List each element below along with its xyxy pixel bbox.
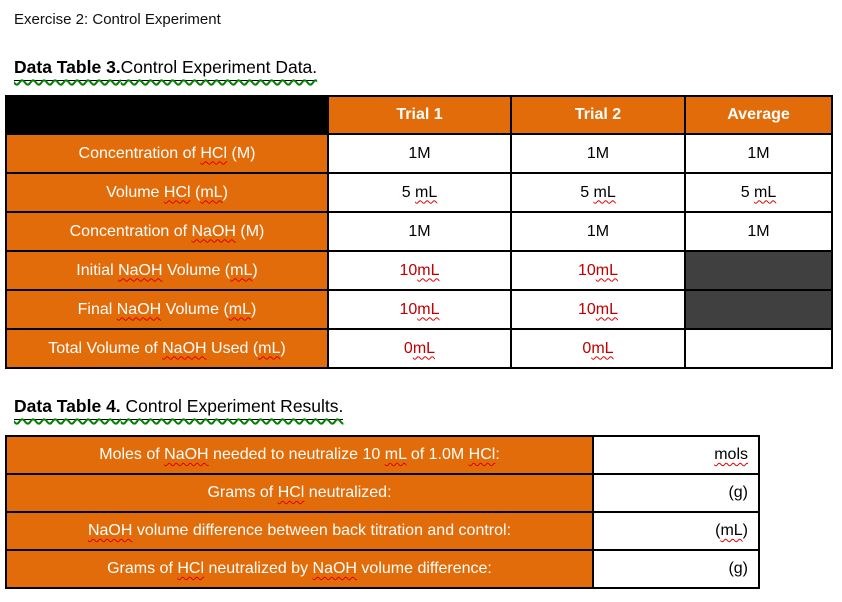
misspelled-word: HCl — [200, 144, 228, 162]
corner-header-cell — [5, 95, 329, 135]
exercise-title: Exercise 2: Control Experiment — [14, 11, 221, 28]
table4-heading: Data Table 4. Control Experiment Results… — [14, 394, 344, 421]
misspelled-word: mL — [595, 261, 619, 279]
misspelled-word: NaOH — [164, 446, 209, 463]
misspelled-word: mL — [595, 300, 619, 318]
data-cell[interactable]: 1M — [327, 211, 512, 252]
data-cell[interactable]: 5 mL — [510, 172, 686, 213]
row-label: Initial NaOH Volume (mL) — [5, 250, 329, 291]
misspelled-word: HCl — [468, 446, 496, 463]
column-header-average: Average — [684, 95, 833, 135]
row-label: Moles of NaOH needed to neutralize 10 mL… — [5, 435, 594, 475]
header-row: Trial 1 Trial 2 Average — [5, 95, 833, 135]
table4-heading-rest: Control Experiment Results. — [120, 396, 344, 416]
misspelled-word: HCl — [277, 484, 305, 501]
table-row: Initial NaOH Volume (mL) 10mL 10mL — [5, 250, 833, 291]
misspelled-word: NaOH — [118, 261, 163, 279]
table3-heading-text: Data Table 3.Control Experiment Data. — [14, 55, 318, 82]
misspelled-word: mL — [720, 522, 743, 539]
misspelled-word: mL — [593, 183, 616, 201]
row-label: Final NaOH Volume (mL) — [5, 289, 329, 330]
misspelled-word: NaOH — [87, 522, 133, 539]
table-row: Concentration of HCl (M) 1M 1M 1M — [5, 133, 833, 174]
value-cell[interactable]: mols — [592, 435, 760, 475]
data-cell[interactable]: 5 mL — [327, 172, 512, 213]
data-cell[interactable]: 1M — [684, 211, 833, 252]
control-experiment-results-table: Moles of NaOH needed to neutralize 10 mL… — [5, 435, 760, 589]
data-cell[interactable]: 1M — [510, 211, 686, 252]
table-row: Volume HCl (mL) 5 mL 5 mL 5 mL — [5, 172, 833, 213]
table-row: Grams of HCl neutralized: (g) — [5, 473, 760, 513]
column-header-trial-1: Trial 1 — [327, 95, 512, 135]
blocked-cell — [684, 250, 833, 291]
row-label: Total Volume of NaOH Used (mL) — [5, 328, 329, 369]
table-row: NaOH volume difference between back titr… — [5, 511, 760, 551]
data-cell[interactable]: 5 mL — [684, 172, 833, 213]
value-cell[interactable]: (mL) — [592, 511, 760, 551]
data-cell[interactable]: 1M — [327, 133, 512, 174]
data-cell[interactable]: 10mL — [327, 250, 512, 291]
misspelled-word: mL — [417, 300, 440, 318]
misspelled-word: NaOH — [312, 560, 357, 577]
misspelled-word: mL — [384, 446, 407, 463]
misspelled-word: mols — [714, 446, 748, 463]
data-cell[interactable]: 0mL — [510, 328, 686, 369]
value-cell[interactable]: (g) — [592, 473, 760, 513]
value-cell[interactable]: (g) — [592, 549, 760, 589]
row-label: NaOH volume difference between back titr… — [5, 511, 594, 551]
table3-heading: Data Table 3.Control Experiment Data. — [14, 55, 318, 82]
table3-heading-rest: Control Experiment Data. — [120, 57, 318, 77]
row-label: Grams of HCl neutralized by NaOH volume … — [5, 549, 594, 589]
table4-heading-text: Data Table 4. Control Experiment Results… — [14, 394, 344, 421]
data-cell[interactable]: 10mL — [510, 289, 686, 330]
misspelled-word: NaOH — [116, 300, 162, 318]
row-label: Volume HCl (mL) — [5, 172, 329, 213]
control-experiment-data-table: Trial 1 Trial 2 Average Concentration of… — [5, 95, 833, 369]
data-cell[interactable]: 1M — [684, 133, 833, 174]
misspelled-word: mL — [412, 339, 436, 357]
misspelled-word: HCl — [163, 183, 191, 201]
row-label: Concentration of NaOH (M) — [5, 211, 329, 252]
misspelled-word: NaOH — [191, 222, 236, 240]
row-label: Grams of HCl neutralized: — [5, 473, 594, 513]
row-label: Concentration of HCl (M) — [5, 133, 329, 174]
table-row: Total Volume of NaOH Used (mL) 0mL 0mL — [5, 328, 833, 369]
misspelled-word: mL — [415, 183, 438, 201]
table-row: Concentration of NaOH (M) 1M 1M 1M — [5, 211, 833, 252]
misspelled-word: mL — [258, 339, 281, 357]
table-row: Grams of HCl neutralized by NaOH volume … — [5, 549, 760, 589]
table4-heading-bold: Data Table 4. — [14, 396, 121, 416]
table3-heading-bold: Data Table 3. — [14, 57, 121, 77]
misspelled-word: mL — [230, 261, 253, 279]
data-cell[interactable]: 1M — [510, 133, 686, 174]
table-row: Moles of NaOH needed to neutralize 10 mL… — [5, 435, 760, 475]
data-cell[interactable] — [684, 328, 833, 369]
misspelled-word: NaOH — [162, 339, 207, 357]
misspelled-word: mL — [200, 183, 223, 201]
misspelled-word: mL — [417, 261, 440, 279]
misspelled-word: HCl — [177, 560, 205, 577]
misspelled-word: mL — [754, 183, 777, 201]
blocked-cell — [684, 289, 833, 330]
data-cell[interactable]: 10mL — [510, 250, 686, 291]
misspelled-word: mL — [228, 300, 252, 318]
table-row: Final NaOH Volume (mL) 10mL 10mL — [5, 289, 833, 330]
column-header-trial-2: Trial 2 — [510, 95, 686, 135]
data-cell[interactable]: 0mL — [327, 328, 512, 369]
misspelled-word: mL — [591, 339, 614, 357]
data-cell[interactable]: 10mL — [327, 289, 512, 330]
